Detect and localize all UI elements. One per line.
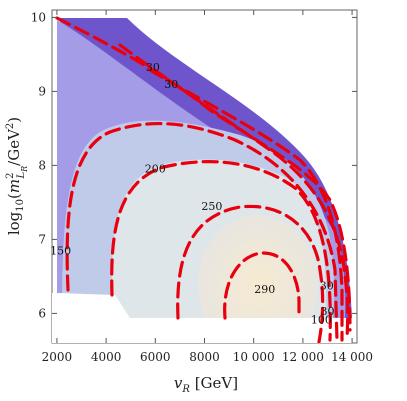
contour-label: 250 <box>201 200 222 213</box>
contour-label: 30 <box>146 61 160 74</box>
contour-label: 290 <box>254 283 275 296</box>
contour-250 <box>176 204 325 343</box>
x-tick-label: 2000 <box>42 350 73 364</box>
svg-text:log10(m2LR/GeV2): log10(m2LR/GeV2) <box>5 117 29 235</box>
tick-labels: 2000 4000 6000 8000 10 000 12 000 14 000 6 7 8 9 10 <box>31 10 373 364</box>
x-tick-label: 12 000 <box>282 350 324 364</box>
contour-200 <box>110 160 332 342</box>
y-tick-label: 8 <box>38 158 46 172</box>
contour-100 <box>148 68 344 342</box>
contour-label: 30 <box>164 78 178 91</box>
y-tick-label: 9 <box>38 84 46 98</box>
contour-label: 30 <box>320 305 334 318</box>
x-tick-label: 14 000 <box>331 350 373 364</box>
x-tick-label: 8000 <box>189 350 220 364</box>
filled-regions <box>52 18 352 343</box>
x-axis-title: vR [GeV] <box>174 374 238 395</box>
x-tick-label: 10 000 <box>233 350 275 364</box>
x-tick-label: 4000 <box>91 350 122 364</box>
region-above-250 <box>198 215 318 343</box>
contour-label: 100 <box>311 313 332 326</box>
contour-label: 30 <box>320 279 334 292</box>
y-tick-label: 6 <box>38 306 46 320</box>
x-tick-label: 6000 <box>140 350 171 364</box>
contour-label: 150 <box>50 245 71 258</box>
contour-lines <box>55 16 352 343</box>
axis-ticks <box>52 10 357 343</box>
contour-label: 200 <box>145 162 166 175</box>
contour-290 <box>223 251 301 320</box>
y-tick-label: 10 <box>31 10 46 24</box>
contour-150 <box>65 121 339 342</box>
y-tick-label: 7 <box>38 232 46 246</box>
excluded-region <box>52 293 352 343</box>
y-axis-title: log10(m2LR/GeV2) <box>5 117 29 235</box>
